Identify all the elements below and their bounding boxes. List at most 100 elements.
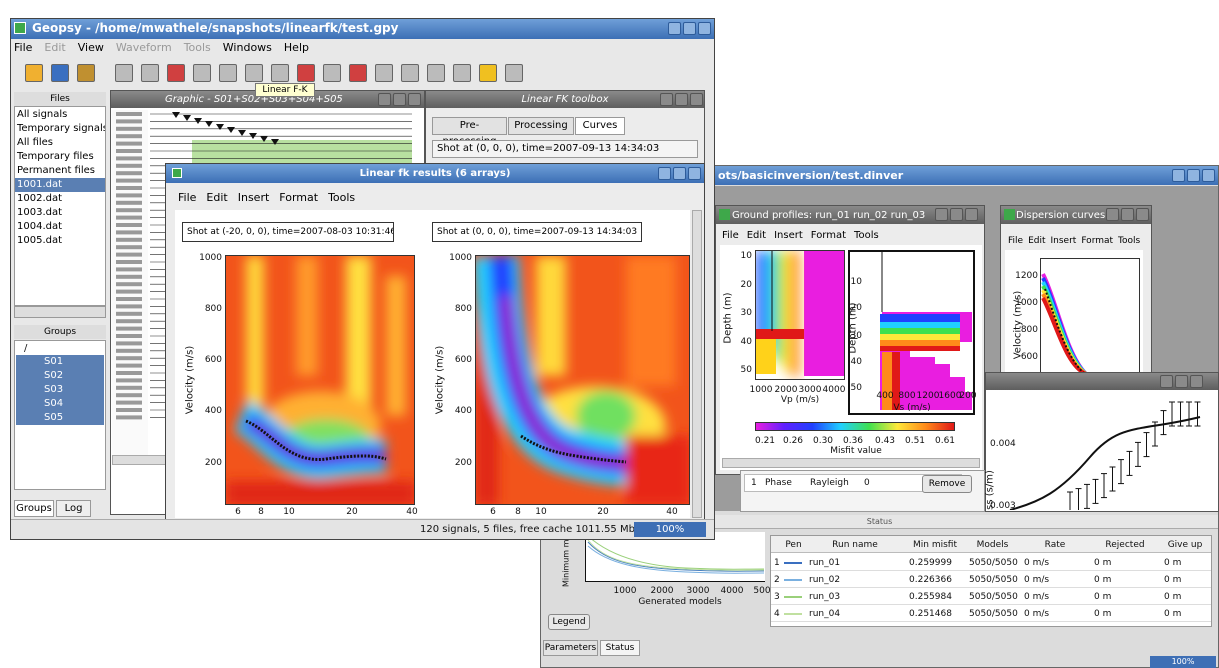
toolbar-button[interactable] (219, 64, 237, 82)
y-axis-label: Depth (m) (847, 302, 859, 354)
window-button[interactable] (1106, 208, 1119, 221)
list-item[interactable]: 1005.dat (17, 235, 63, 246)
window-button[interactable] (935, 208, 948, 221)
tree-item[interactable]: S04 (16, 397, 104, 411)
window-button[interactable] (393, 93, 406, 106)
button[interactable]: Remove (922, 475, 972, 493)
menu-item[interactable]: Format (279, 191, 319, 204)
window-button[interactable] (378, 93, 391, 106)
shape (880, 312, 972, 410)
shape (782, 251, 790, 371)
window-button[interactable] (1190, 375, 1203, 388)
window-button[interactable] (658, 167, 671, 180)
toolbar-button[interactable] (479, 64, 497, 82)
tree-item[interactable]: S02 (16, 369, 104, 383)
toolbar-button[interactable] (115, 64, 133, 82)
tab[interactable]: Curves (575, 117, 625, 135)
tab[interactable]: Groups (14, 500, 54, 517)
list-item[interactable]: 1002.dat (17, 193, 63, 204)
window-button[interactable] (688, 167, 701, 180)
shape (216, 124, 224, 130)
window-button[interactable] (1202, 169, 1215, 182)
toolbar-button[interactable] (427, 64, 445, 82)
tab[interactable]: Pre-processing (432, 117, 507, 147)
tree-item[interactable]: S01 (16, 355, 104, 369)
colorbar-tick-label: 0.26 (782, 436, 804, 446)
menu-item[interactable]: View (77, 41, 104, 54)
tab[interactable]: Processing (508, 117, 574, 135)
toolbar-button[interactable] (401, 64, 419, 82)
menu-item[interactable]: Edit (746, 230, 767, 241)
list-item[interactable]: Temporary files (17, 151, 94, 162)
menu-item[interactable]: File (178, 191, 197, 204)
window-button[interactable] (673, 167, 686, 180)
window-button[interactable] (965, 208, 978, 221)
toolbar-button[interactable] (271, 64, 289, 82)
window-button[interactable] (668, 22, 681, 35)
window-button[interactable] (698, 22, 711, 35)
graphic (756, 251, 844, 379)
button[interactable]: Legend (548, 614, 590, 630)
list-item[interactable]: Permanent files (17, 165, 95, 176)
window-button[interactable] (683, 22, 696, 35)
menu-item[interactable]: Format (810, 230, 847, 241)
menu-item[interactable]: Edit (44, 41, 66, 54)
toolbar-button[interactable] (167, 64, 185, 82)
toolbar-button[interactable] (245, 64, 263, 82)
menu-item[interactable]: Format (1081, 236, 1114, 246)
tab[interactable]: Parameters (543, 640, 598, 656)
toolbar-button[interactable] (453, 64, 471, 82)
combo-box[interactable]: Shot at (0, 0, 0), time=2007-09-13 14:34… (432, 140, 698, 158)
toolbar-button[interactable] (505, 64, 523, 82)
menu-item[interactable]: Help (283, 41, 309, 54)
menu-item[interactable]: Tools (1118, 236, 1141, 246)
menu-item[interactable]: Tools (183, 41, 211, 54)
list-item[interactable]: All signals (17, 109, 68, 120)
list-item[interactable]: 1003.dat (17, 207, 63, 218)
tab[interactable]: Status (600, 640, 640, 656)
shape (587, 535, 765, 570)
menu-item[interactable]: Insert (774, 230, 803, 241)
shape (116, 282, 142, 287)
menu-item[interactable]: File (722, 230, 739, 241)
window-button[interactable] (408, 93, 421, 106)
window-button[interactable] (1187, 169, 1200, 182)
window-button[interactable] (690, 93, 703, 106)
menu-item[interactable]: Tools (328, 191, 356, 204)
toolbar-button[interactable] (193, 64, 211, 82)
menu-item[interactable]: Insert (237, 191, 270, 204)
toolbar-button[interactable] (77, 64, 95, 82)
toolbar-button[interactable] (375, 64, 393, 82)
window-button[interactable] (1175, 375, 1188, 388)
toolbar-button[interactable] (297, 64, 315, 82)
menu-item[interactable]: Edit (1028, 236, 1046, 246)
window-button[interactable] (660, 93, 673, 106)
menu-item[interactable]: Tools (854, 230, 879, 241)
y-tick-label: 800 (204, 304, 222, 314)
window-button[interactable] (950, 208, 963, 221)
window-button[interactable] (1121, 208, 1134, 221)
menu-item[interactable]: Waveform (115, 41, 172, 54)
list-item[interactable]: Temporary signals (17, 123, 105, 134)
window-button[interactable] (1136, 208, 1149, 221)
window-button[interactable] (1172, 169, 1185, 182)
window-button[interactable] (1160, 375, 1173, 388)
toolbar-button[interactable] (25, 64, 43, 82)
tree-item[interactable]: S03 (16, 383, 104, 397)
tab[interactable]: Log (56, 500, 91, 517)
tree-item[interactable]: S05 (16, 411, 104, 425)
list-item[interactable]: All files (17, 137, 54, 148)
window-button[interactable] (675, 93, 688, 106)
list-item[interactable]: 1001.dat (15, 178, 105, 192)
menu-item[interactable]: Windows (222, 41, 272, 54)
toolbar-button[interactable] (141, 64, 159, 82)
menu-item[interactable]: File (14, 41, 33, 54)
toolbar-button[interactable] (323, 64, 341, 82)
toolbar-button[interactable] (349, 64, 367, 82)
menu-item[interactable]: Insert (1050, 236, 1077, 246)
list-item[interactable]: 1004.dat (17, 221, 63, 232)
menu-item[interactable]: File (1008, 236, 1024, 246)
shape (116, 112, 142, 116)
menu-item[interactable]: Edit (206, 191, 228, 204)
toolbar-button[interactable] (51, 64, 69, 82)
